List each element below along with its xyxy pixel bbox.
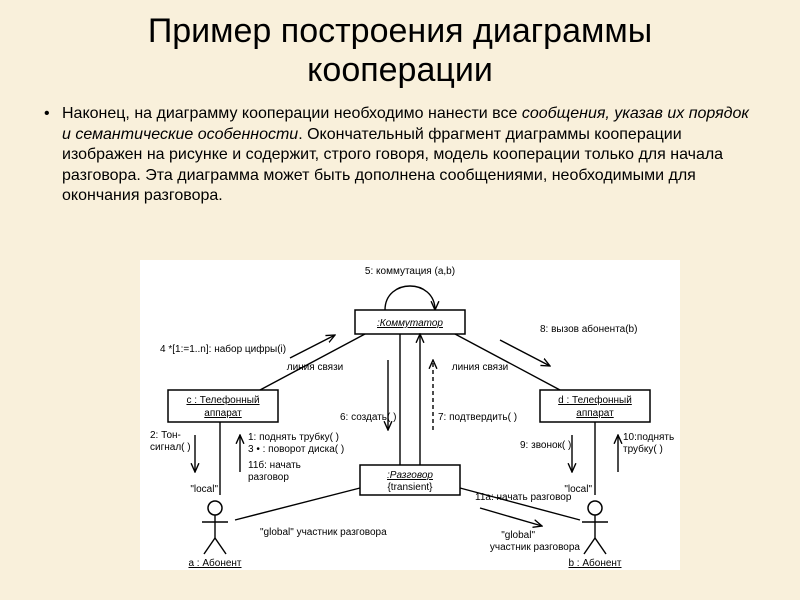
msg-3: 3 • : поворот диска( ) bbox=[248, 444, 344, 455]
phone-d-l2: аппарат bbox=[576, 408, 614, 419]
msg-11b-a: 11б: начать bbox=[248, 459, 301, 471]
local-left: "local" bbox=[190, 484, 218, 495]
msg-9: 9: звонок( ) bbox=[520, 440, 571, 451]
slide-title: Пример построения диаграммы кооперации bbox=[0, 0, 800, 90]
bullet-pre: Наконец, на диаграмму кооперации необход… bbox=[62, 105, 522, 122]
msg-11a: 11a: начать разговор bbox=[475, 492, 572, 503]
actor-b-label: b : Абонент bbox=[568, 557, 621, 569]
title-line-1: Пример построения диаграммы bbox=[148, 12, 652, 50]
msg-10a: 10:поднять bbox=[623, 432, 674, 443]
phone-c-l1: c : Телефонный bbox=[186, 394, 259, 406]
msg-8: 8: вызов абонента(b) bbox=[540, 323, 637, 335]
msg-2b: сигнал( ) bbox=[150, 442, 191, 453]
actor-a bbox=[202, 501, 228, 554]
msg-10b: трубку( ) bbox=[623, 443, 663, 455]
global-right-a: "global" bbox=[501, 530, 535, 541]
msg-5: 5: коммутация (a,b) bbox=[365, 266, 455, 277]
msg-1: 1: поднять трубку( ) bbox=[248, 431, 339, 443]
global-right-b: участник разговора bbox=[490, 542, 581, 553]
talk-l1: :Разговор bbox=[387, 470, 433, 481]
line-left-label: линия связи bbox=[287, 362, 344, 373]
msg-7: 7: подтвердить( ) bbox=[438, 412, 517, 423]
actor-b bbox=[582, 501, 608, 554]
bullet-text: Наконец, на диаграмму кооперации необход… bbox=[44, 104, 756, 206]
diagram: 5: коммутация (a,b) :Коммутатор c : Теле… bbox=[140, 260, 680, 570]
title-line-2: кооперации bbox=[307, 51, 493, 89]
global-left: "global" участник разговора bbox=[260, 527, 387, 538]
line-right-label: линия связи bbox=[452, 362, 509, 373]
phone-c-l2: аппарат bbox=[204, 408, 242, 419]
msg-4: 4 *[1:=1..n]: набор цифры(i) bbox=[160, 343, 286, 355]
actor-a-label: a : Абонент bbox=[188, 557, 241, 569]
talk-l2: {transient} bbox=[387, 482, 433, 493]
msg-11b-b: разговор bbox=[248, 472, 289, 483]
node-commutator-label: :Коммутатор bbox=[377, 318, 443, 329]
phone-d-l1: d : Телефонный bbox=[558, 394, 632, 406]
msg-2a: 2: Тон- bbox=[150, 430, 181, 441]
msg-6: 6: создать( ) bbox=[340, 412, 396, 423]
